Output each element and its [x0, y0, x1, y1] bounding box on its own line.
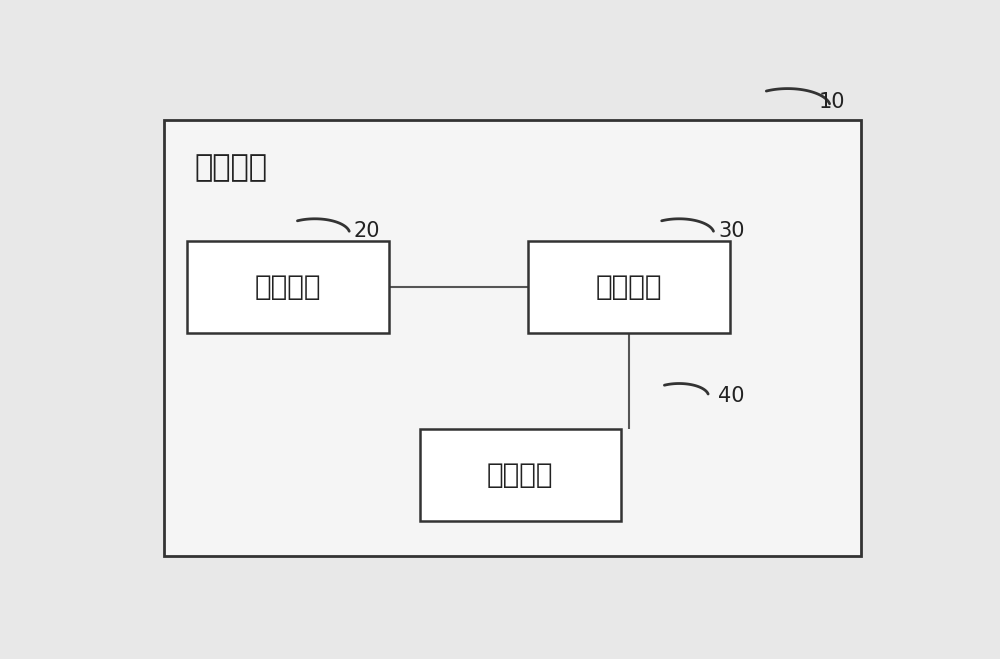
Bar: [528, 241, 730, 333]
Text: 确定模块: 确定模块: [596, 273, 662, 301]
Text: 40: 40: [718, 386, 744, 406]
Bar: [420, 429, 621, 521]
Text: 检测模块: 检测模块: [254, 273, 321, 301]
Text: 切换装置: 切换装置: [195, 153, 268, 182]
Bar: [187, 241, 388, 333]
Text: 切换模块: 切换模块: [487, 461, 554, 489]
Bar: [164, 120, 861, 556]
Text: 20: 20: [354, 221, 380, 241]
Text: 10: 10: [819, 92, 845, 112]
Text: 30: 30: [718, 221, 744, 241]
